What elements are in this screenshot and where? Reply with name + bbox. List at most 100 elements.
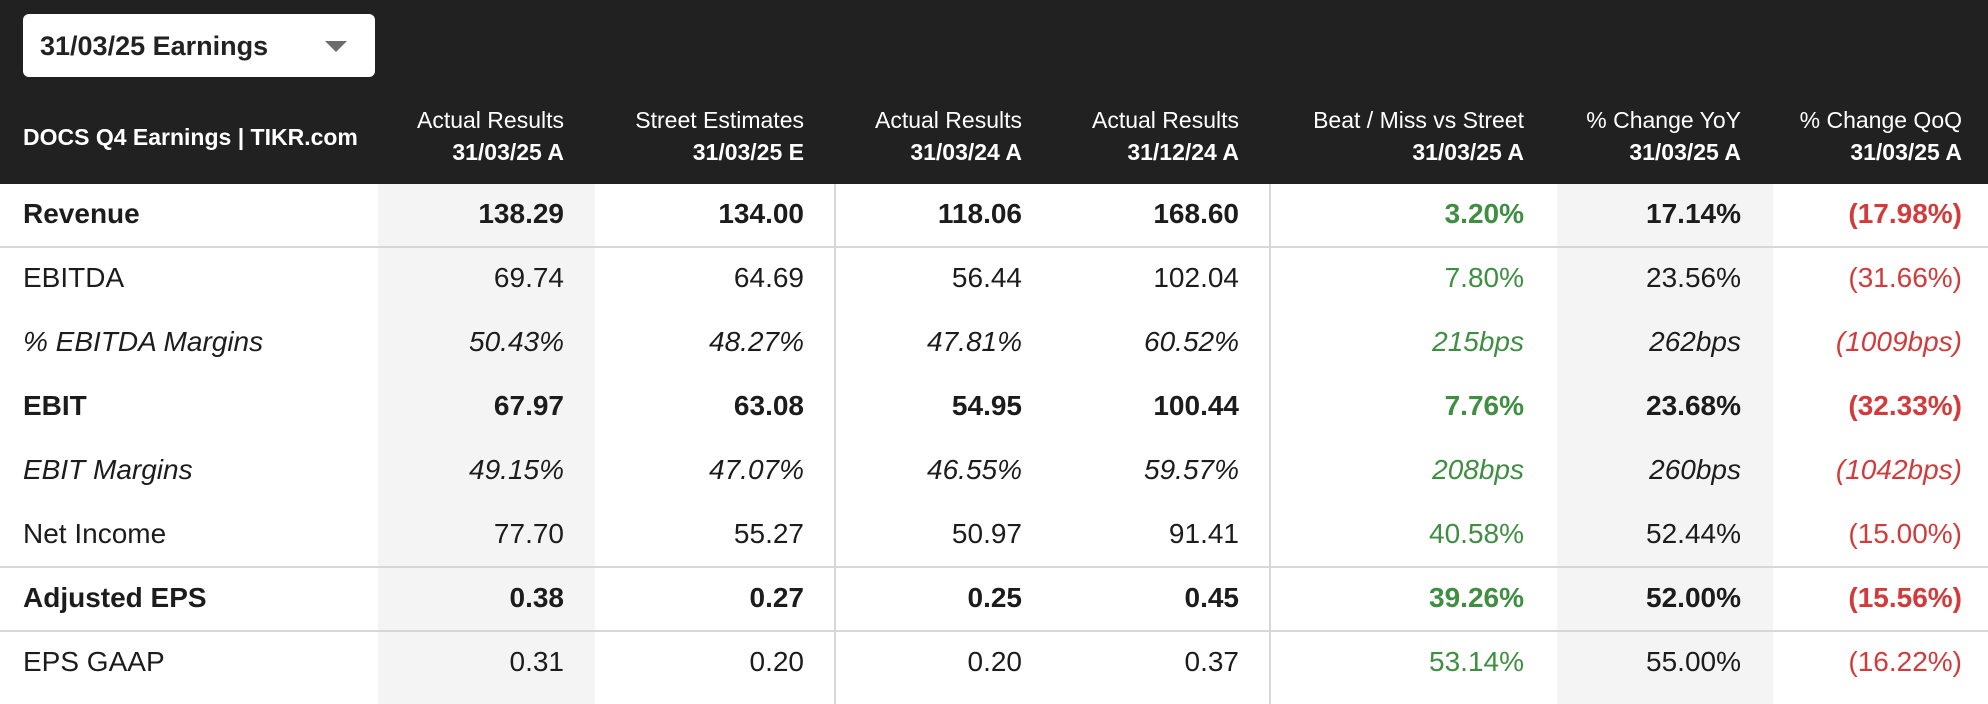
column-header-beat-miss: Beat / Miss vs Street 31/03/25 A — [1313, 106, 1524, 166]
cell-change-qoq: (15.00%) — [1848, 518, 1962, 549]
row-label: % EBITDA Margins — [23, 326, 264, 357]
cell-beat-miss: 3.20% — [1444, 198, 1524, 229]
cell-change-qoq: (1042bps) — [1835, 454, 1962, 485]
row-label: Revenue — [23, 198, 140, 229]
table-row-adjusted-eps: Adjusted EPS 0.38 0.27 0.25 0.45 39.26% … — [0, 566, 1988, 630]
cell-change-qoq: (1009bps) — [1835, 326, 1962, 357]
cell-actual-prior-quarter: 168.60 — [1153, 198, 1239, 229]
cell-actual-prior-quarter: 100.44 — [1153, 390, 1239, 421]
column-header-line2: 31/03/24 A — [910, 139, 1022, 165]
cell-beat-miss: 53.14% — [1429, 646, 1524, 677]
column-header-line2: 31/03/25 E — [692, 139, 804, 165]
column-header-change-yoy: % Change YoY 31/03/25 A — [1586, 106, 1741, 166]
table-row-net-income: Net Income 77.70 55.27 50.97 91.41 40.58… — [0, 502, 1988, 566]
cell-beat-miss: 215bps — [1432, 326, 1524, 357]
column-header-line2: 31/03/25 A — [1850, 139, 1962, 165]
column-header-actual-prior-year: Actual Results 31/03/24 A — [875, 106, 1022, 166]
cell-change-yoy: 17.14% — [1646, 198, 1741, 229]
cell-street-estimate: 47.07% — [709, 454, 804, 485]
cell-change-qoq: (15.56%) — [1848, 582, 1962, 613]
cell-street-estimate: 0.20 — [749, 646, 805, 677]
earnings-period-dropdown[interactable]: 31/03/25 Earnings — [23, 14, 375, 77]
cell-change-yoy: 52.44% — [1646, 518, 1741, 549]
cell-actual-prior-year: 0.25 — [967, 582, 1023, 613]
cell-actual-current: 67.97 — [493, 390, 564, 421]
cell-beat-miss: 7.76% — [1444, 390, 1524, 421]
row-label: EPS GAAP — [23, 646, 165, 677]
column-header-line1: % Change YoY — [1586, 107, 1741, 133]
row-divider — [0, 566, 1988, 568]
cell-actual-current: 49.15% — [469, 454, 564, 485]
cell-street-estimate: 0.27 — [749, 582, 805, 613]
cell-actual-current: 0.31 — [509, 646, 565, 677]
table-row-eps-gaap: EPS GAAP 0.31 0.20 0.20 0.37 53.14% 55.0… — [0, 630, 1988, 694]
row-divider — [0, 630, 1988, 632]
row-divider — [0, 246, 1988, 248]
column-shade-actual — [378, 184, 595, 704]
table-row-ebitda: EBITDA 69.74 64.69 56.44 102.04 7.80% 23… — [0, 246, 1988, 310]
cell-street-estimate: 64.69 — [733, 262, 804, 293]
cell-change-yoy: 52.00% — [1646, 582, 1741, 613]
column-header-actual-current: Actual Results 31/03/25 A — [417, 106, 564, 166]
cell-actual-prior-year: 46.55% — [927, 454, 1022, 485]
cell-actual-prior-quarter: 0.37 — [1184, 646, 1240, 677]
cell-change-qoq: (16.22%) — [1848, 646, 1962, 677]
cell-actual-current: 0.38 — [509, 582, 565, 613]
cell-actual-prior-year: 0.20 — [967, 646, 1023, 677]
cell-actual-prior-quarter: 59.57% — [1144, 454, 1239, 485]
chevron-down-icon[interactable] — [325, 41, 347, 52]
column-header-line1: Street Estimates — [635, 107, 804, 133]
column-divider — [1269, 184, 1271, 704]
column-divider — [834, 184, 836, 704]
table-row-revenue: Revenue 138.29 134.00 118.06 168.60 3.20… — [0, 182, 1988, 246]
column-header-line2: 31/03/25 A — [452, 139, 564, 165]
row-label: Net Income — [23, 518, 167, 549]
column-header-line1: Beat / Miss vs Street — [1313, 107, 1524, 133]
cell-actual-current: 138.29 — [478, 198, 564, 229]
cell-actual-prior-quarter: 0.45 — [1184, 582, 1240, 613]
cell-actual-prior-year: 54.95 — [951, 390, 1022, 421]
table-title: DOCS Q4 Earnings | TIKR.com — [23, 124, 358, 150]
cell-actual-current: 69.74 — [493, 262, 564, 293]
cell-street-estimate: 55.27 — [733, 518, 804, 549]
column-header-line2: 31/12/24 A — [1127, 139, 1239, 165]
column-header-change-qoq: % Change QoQ 31/03/25 A — [1800, 106, 1962, 166]
cell-actual-prior-year: 56.44 — [951, 262, 1022, 293]
table-row-ebit: EBIT 67.97 63.08 54.95 100.44 7.76% 23.6… — [0, 374, 1988, 438]
column-header-line1: Actual Results — [416, 107, 564, 133]
cell-actual-current: 77.70 — [493, 518, 564, 549]
table-row-ebitda-margins: % EBITDA Margins 50.43% 48.27% 47.81% 60… — [0, 310, 1988, 374]
row-label: Adjusted EPS — [23, 582, 207, 613]
cell-street-estimate: 48.27% — [709, 326, 804, 357]
column-shade-yoy — [1557, 184, 1773, 704]
table-header: 31/03/25 Earnings DOCS Q4 Earnings | TIK… — [0, 0, 1988, 184]
cell-actual-prior-quarter: 102.04 — [1153, 262, 1239, 293]
cell-change-yoy: 23.56% — [1646, 262, 1741, 293]
cell-beat-miss: 208bps — [1432, 454, 1524, 485]
cell-change-yoy: 55.00% — [1646, 646, 1741, 677]
cell-actual-prior-year: 118.06 — [937, 198, 1022, 229]
cell-beat-miss: 40.58% — [1429, 518, 1524, 549]
row-label: EBITDA — [23, 262, 125, 293]
column-header-line2: 31/03/25 A — [1412, 139, 1524, 165]
cell-change-yoy: 262bps — [1649, 326, 1741, 357]
cell-change-qoq: (17.98%) — [1848, 198, 1962, 229]
row-label: EBIT Margins — [23, 454, 193, 485]
dropdown-label: 31/03/25 Earnings — [40, 31, 269, 61]
cell-beat-miss: 7.80% — [1444, 262, 1524, 293]
cell-change-yoy: 260bps — [1649, 454, 1741, 485]
table-row-ebit-margins: EBIT Margins 49.15% 47.07% 46.55% 59.57%… — [0, 438, 1988, 502]
column-header-line2: 31/03/25 A — [1629, 139, 1741, 165]
column-header-street-estimates: Street Estimates 31/03/25 E — [635, 106, 804, 166]
column-header-line1: % Change QoQ — [1799, 107, 1962, 133]
cell-actual-prior-year: 50.97 — [951, 518, 1022, 549]
cell-actual-prior-quarter: 60.52% — [1144, 326, 1239, 357]
cell-change-qoq: (31.66%) — [1848, 262, 1962, 293]
cell-change-yoy: 23.68% — [1646, 390, 1741, 421]
cell-change-qoq: (32.33%) — [1848, 390, 1962, 421]
cell-street-estimate: 134.00 — [718, 198, 804, 229]
cell-actual-current: 50.43% — [469, 326, 564, 357]
cell-actual-prior-year: 47.81% — [927, 326, 1022, 357]
cell-street-estimate: 63.08 — [733, 390, 804, 421]
row-label: EBIT — [23, 390, 87, 421]
